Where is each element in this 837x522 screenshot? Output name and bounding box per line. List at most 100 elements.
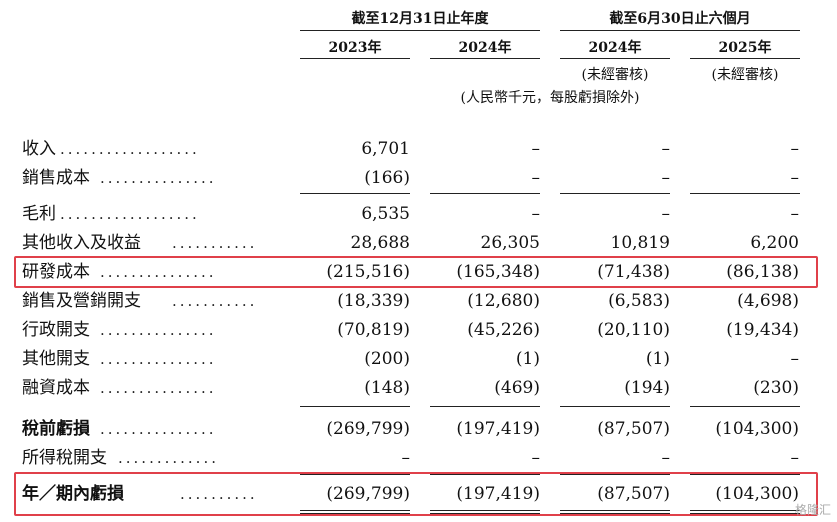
final-rule-a-2025h [690, 510, 800, 511]
row-revenue: 收入 .................. 6,701 – – – [0, 136, 837, 162]
row-finance-costs: 融資成本 ............... (148) (469) (194) (… [0, 375, 837, 401]
subtotal2-rule-2025h [690, 406, 800, 407]
cell-2023: (269,799) [326, 419, 410, 439]
cell-2024h: (6,583) [608, 291, 670, 311]
unaudited-note-2: (未經審核) [711, 67, 779, 83]
cell-2024h: (87,507) [597, 484, 670, 504]
row-label: 銷售成本 [22, 168, 90, 188]
cell-2023: 28,688 [350, 233, 410, 253]
cell-2024h: – [661, 204, 671, 224]
row-leader-dots: ............... [100, 263, 217, 281]
header-year-group: 截至12月31日止年度 [351, 11, 489, 27]
cell-2024h: – [661, 168, 671, 188]
row-label: 研發成本 [22, 262, 90, 282]
subtotal2-rule-2024 [430, 406, 540, 407]
col-2024-underline [430, 58, 540, 59]
cell-2025h: (104,300) [715, 419, 799, 439]
subtotal2-rule-2023 [300, 406, 410, 407]
watermark: 格隆汇 [794, 503, 831, 517]
cell-2024: (12,680) [467, 291, 540, 311]
subtotal-rule-2025h [690, 193, 800, 194]
row-other-expenses: 其他開支 ............... (200) (1) (1) – [0, 346, 837, 372]
cell-2025h: (19,434) [726, 320, 799, 340]
cell-2023: 6,701 [361, 139, 410, 159]
row-label: 其他開支 [22, 349, 90, 369]
row-label: 年／期內虧損 [22, 484, 124, 504]
row-label: 所得稅開支 [22, 448, 107, 468]
col-2024h-header: 2024年 [588, 40, 642, 56]
cell-2024h: (87,507) [597, 419, 670, 439]
row-leader-dots: ............... [100, 169, 217, 187]
row-income-tax: 所得稅開支 ............. – – – – [0, 445, 837, 471]
row-selling-marketing: 銷售及營銷開支 ........... (18,339) (12,680) (6… [0, 288, 837, 314]
cell-2024: (1) [515, 349, 540, 369]
cell-2025h: (4,698) [737, 291, 799, 311]
cell-2025h: 6,200 [750, 233, 799, 253]
row-leader-dots: .......... [180, 485, 258, 503]
row-leader-dots: ............... [100, 420, 217, 438]
cell-2024h: (20,110) [597, 320, 670, 340]
row-label: 行政開支 [22, 320, 90, 340]
unaudited-note-1: (未經審核) [581, 67, 649, 83]
row-gross-profit: 毛利 .................. 6,535 – – – [0, 201, 837, 227]
subtotal3-rule-2024h [560, 474, 670, 475]
cell-2025h: – [790, 204, 800, 224]
row-rd-costs: 研發成本 ............... (215,516) (165,348)… [0, 259, 837, 285]
row-label: 稅前虧損 [22, 419, 90, 439]
cell-2024: 26,305 [480, 233, 540, 253]
row-leader-dots: ............... [100, 350, 217, 368]
row-label: 收入 [22, 139, 56, 159]
cell-2023: – [401, 448, 411, 468]
final-rule-b-2024h [560, 513, 670, 514]
final-rule-a-2023 [300, 510, 410, 511]
cell-2023: (70,819) [337, 320, 410, 340]
cell-2024: (45,226) [467, 320, 540, 340]
header-half-group: 截至6月30日止六個月 [609, 11, 751, 27]
cell-2024h: (1) [645, 349, 670, 369]
cell-2024: – [531, 139, 541, 159]
cell-2025h: – [790, 168, 800, 188]
cell-2024h: – [661, 139, 671, 159]
final-rule-b-2023 [300, 513, 410, 514]
cell-2024h: – [661, 448, 671, 468]
row-leader-dots: ........... [172, 234, 258, 252]
header-half-underline [560, 30, 800, 31]
cell-2023: (166) [364, 168, 410, 188]
highlight-loss-for-period [14, 472, 818, 516]
cell-2023: (269,799) [326, 484, 410, 504]
col-2023-header: 2023年 [328, 40, 382, 56]
cell-2023: 6,535 [361, 204, 410, 224]
cell-2024: (165,348) [456, 262, 540, 282]
row-loss-before-tax: 稅前虧損 ............... (269,799) (197,419)… [0, 416, 837, 442]
highlight-rd-costs [14, 256, 818, 288]
col-2025h-header: 2025年 [718, 40, 772, 56]
header-year-underline [300, 30, 540, 31]
cell-2023: (18,339) [337, 291, 410, 311]
row-label: 其他收入及收益 [22, 233, 141, 253]
subtotal-rule-2024 [430, 193, 540, 194]
row-admin-expenses: 行政開支 ............... (70,819) (45,226) (… [0, 317, 837, 343]
subtotal2-rule-2024h [560, 406, 670, 407]
final-rule-a-2024h [560, 510, 670, 511]
row-label: 融資成本 [22, 378, 90, 398]
row-leader-dots: ............... [100, 321, 217, 339]
row-leader-dots: ............... [100, 379, 217, 397]
row-other-income: 其他收入及收益 ........... 28,688 26,305 10,819… [0, 230, 837, 256]
col-2024-header: 2024年 [458, 40, 512, 56]
row-cost-of-sales: 銷售成本 ............... (166) – – – [0, 165, 837, 191]
row-leader-dots: .................. [60, 140, 200, 158]
subtotal3-rule-2025h [690, 474, 800, 475]
cell-2024: (197,419) [456, 419, 540, 439]
final-rule-b-2024 [430, 513, 540, 514]
col-2024h-underline [560, 58, 670, 59]
subtotal3-rule-2024 [430, 474, 540, 475]
subtotal3-rule-2023 [300, 474, 410, 475]
col-2023-underline [300, 58, 410, 59]
row-leader-dots: ........... [172, 292, 258, 310]
cell-2025h: (230) [753, 378, 799, 398]
final-rule-b-2025h [690, 513, 800, 514]
row-label: 銷售及營銷開支 [22, 291, 141, 311]
cell-2024: (197,419) [456, 484, 540, 504]
cell-2024: – [531, 204, 541, 224]
cell-2023: (215,516) [326, 262, 410, 282]
